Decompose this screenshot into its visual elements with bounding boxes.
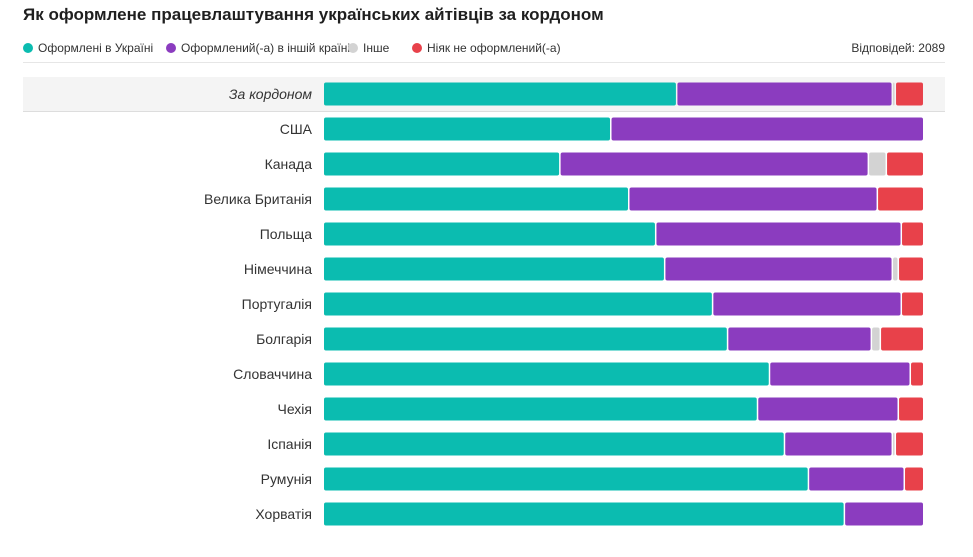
bar-segment [785, 432, 892, 456]
bar-segment [324, 222, 655, 246]
category-label: Хорватія [255, 506, 312, 522]
bar-segment [893, 257, 898, 281]
bar-segment [899, 397, 923, 421]
legend-label: Інше [363, 41, 390, 55]
bar-segment [324, 152, 560, 176]
legend-item: Інше [348, 41, 389, 55]
bar-segment [896, 432, 923, 456]
bar-segment [324, 467, 808, 491]
bar-segment [324, 362, 769, 386]
bar-segment [324, 502, 844, 526]
bar-segment [324, 257, 664, 281]
bar-segment [845, 502, 923, 526]
category-label: Польща [260, 226, 313, 242]
category-label: За кордоном [229, 86, 312, 102]
bar-segment [887, 152, 923, 176]
bar-segment [758, 397, 898, 421]
legend-label: Оформлений(-а) в іншій країні [181, 41, 351, 55]
bar-segment [869, 152, 886, 176]
bar-segment [881, 327, 923, 351]
bar-segment [728, 327, 871, 351]
bar-segment [905, 467, 923, 491]
bar-segment [872, 327, 880, 351]
category-label: Румунія [261, 471, 312, 487]
category-label: Канада [265, 156, 313, 172]
bar-segment [324, 117, 611, 141]
bar-segment [713, 292, 901, 316]
bar-segment [560, 152, 868, 176]
bar-segment [324, 397, 757, 421]
bar-segment [324, 187, 628, 211]
bar-segment [324, 327, 727, 351]
legend: Оформлені в Україні Оформлений(-а) в інші… [23, 41, 945, 59]
legend-item: Оформлені в Україні [23, 41, 153, 55]
legend-swatch [348, 43, 358, 53]
bar-segment [656, 222, 901, 246]
category-label: Словаччина [233, 366, 312, 382]
bar-segment [902, 292, 923, 316]
responses-count: Відповідей: 2089 [851, 41, 945, 55]
category-label: Велика Британія [204, 191, 312, 207]
bar-segment [809, 467, 904, 491]
category-label: США [280, 121, 313, 137]
bar-segment [677, 82, 892, 106]
bar-segment [893, 432, 895, 456]
bar-segment [665, 257, 892, 281]
bar-segment [770, 362, 910, 386]
bar-segment [899, 257, 923, 281]
category-label: Болгарія [256, 331, 312, 347]
legend-label: Ніяк не оформлений(-а) [427, 41, 561, 55]
bar-segment [324, 82, 676, 106]
bar-segment [611, 117, 923, 141]
bar-segment [911, 362, 923, 386]
legend-item: Ніяк не оформлений(-а) [412, 41, 561, 55]
legend-swatch [23, 43, 33, 53]
header-divider [23, 62, 945, 63]
bar-segment [324, 432, 784, 456]
category-label: Португалія [242, 296, 312, 312]
bar-segment [324, 292, 712, 316]
bar-segment [902, 222, 923, 246]
bar-segment [893, 82, 895, 106]
legend-item: Оформлений(-а) в іншій країні [166, 41, 350, 55]
category-label: Іспанія [267, 436, 312, 452]
legend-swatch [166, 43, 176, 53]
category-label: Чехія [277, 401, 312, 417]
bar-segment [878, 187, 923, 211]
legend-swatch [412, 43, 422, 53]
legend-label: Оформлені в Україні [38, 41, 154, 55]
bar-segment [896, 82, 923, 106]
bar-segment [629, 187, 877, 211]
chart-title: Як оформлене працевлаштування українськи… [23, 5, 604, 24]
category-label: Німеччина [244, 261, 312, 277]
